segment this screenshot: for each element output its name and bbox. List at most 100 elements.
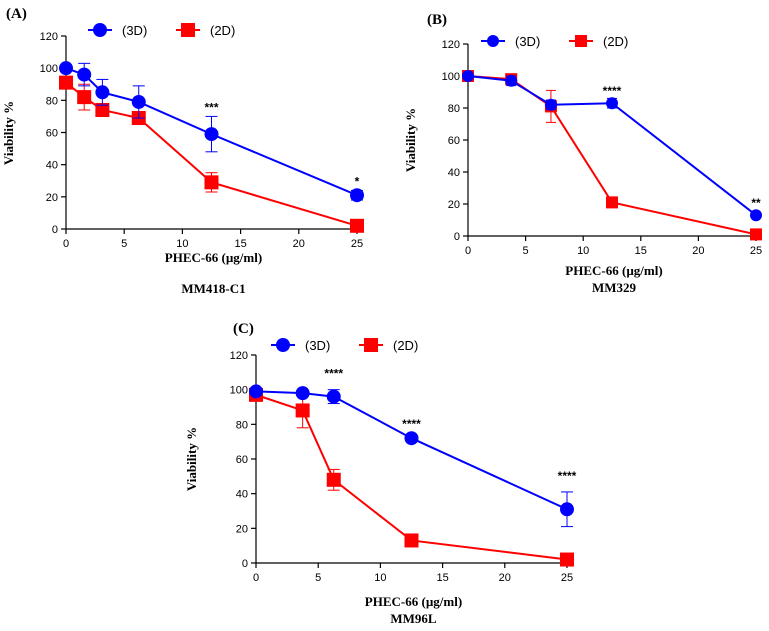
significance-label: **** [558, 469, 577, 483]
chart-title: MM418-C1 [181, 281, 245, 296]
y-tick-label: 80 [46, 95, 58, 107]
x-tick-label: 0 [63, 238, 69, 250]
significance-label: * [355, 175, 360, 189]
legend-marker [487, 35, 499, 47]
data-point [204, 127, 219, 142]
data-point [606, 196, 618, 209]
y-tick-label: 20 [236, 523, 248, 535]
chart-title: MM329 [592, 280, 637, 295]
y-tick-label: 0 [242, 558, 248, 570]
data-point [462, 70, 474, 82]
legend-marker [575, 35, 587, 47]
data-point [350, 218, 364, 233]
data-point [560, 502, 574, 517]
data-point [404, 533, 419, 548]
data-point [295, 386, 310, 401]
data-point [350, 188, 364, 203]
legend-marker [93, 23, 107, 37]
y-tick-label: 0 [52, 224, 58, 236]
data-point [204, 175, 219, 190]
data-point [131, 94, 146, 109]
x-axis-title: PHEC-66 (µg/ml) [565, 263, 662, 278]
x-tick-label: 5 [523, 245, 529, 257]
x-tick-label: 25 [351, 238, 363, 250]
legend-label: (3D) [305, 338, 330, 353]
legend-marker [364, 338, 378, 352]
y-axis-title: Viability % [1, 101, 16, 165]
significance-label: **** [402, 417, 421, 431]
panel-label: (A) [6, 6, 27, 22]
y-tick-label: 100 [230, 385, 248, 397]
data-point [295, 403, 310, 418]
y-tick-label: 40 [46, 160, 58, 172]
y-tick-label: 20 [448, 199, 460, 211]
y-tick-label: 120 [230, 350, 248, 362]
x-tick-label: 5 [121, 238, 127, 250]
data-point [560, 552, 574, 567]
y-tick-label: 0 [454, 231, 460, 243]
chart-title: MM96L [390, 611, 437, 626]
x-tick-label: 15 [436, 572, 448, 584]
legend-label: (3D) [515, 34, 540, 49]
significance-label: **** [324, 367, 343, 381]
y-axis-title: Viability % [403, 108, 418, 172]
legend-label: (3D) [122, 23, 147, 38]
data-point [95, 85, 110, 100]
significance-label: *** [204, 101, 218, 115]
y-tick-label: 100 [442, 71, 460, 83]
data-point [326, 389, 341, 404]
x-tick-label: 0 [253, 572, 259, 584]
x-tick-label: 25 [750, 245, 762, 257]
x-axis-title: PHEC-66 (µg/ml) [165, 250, 262, 265]
y-tick-label: 60 [236, 454, 248, 466]
data-point [249, 384, 263, 399]
y-tick-label: 120 [442, 39, 460, 51]
x-tick-label: 20 [692, 245, 704, 257]
data-point [326, 472, 341, 487]
panel-label: (B) [427, 12, 447, 28]
y-tick-label: 40 [236, 489, 248, 501]
chart-panel-c: 0 5 10 15 20 25 0 20 40 60 80 100 120 PHEC-66 (µg/ml)… [184, 321, 577, 626]
data-point [750, 209, 762, 222]
x-tick-label: 0 [465, 245, 471, 257]
data-point [77, 67, 92, 82]
data-point [750, 228, 762, 241]
data-point [544, 98, 557, 111]
x-tick-label: 10 [176, 238, 188, 250]
x-tick-label: 15 [635, 245, 647, 257]
x-tick-label: 10 [374, 572, 386, 584]
y-tick-label: 80 [448, 103, 460, 115]
data-point [404, 431, 419, 446]
legend-marker [276, 338, 290, 352]
y-tick-label: 20 [46, 192, 58, 204]
y-tick-label: 40 [448, 167, 460, 179]
x-tick-label: 20 [293, 238, 305, 250]
x-tick-label: 25 [561, 572, 573, 584]
x-tick-label: 15 [234, 238, 246, 250]
y-tick-label: 60 [448, 135, 460, 147]
chart-panel-b: 0 5 10 15 20 25 0 20 40 60 80 100 120 PHEC-66 (µg/ml)… [403, 12, 762, 295]
y-tick-label: 60 [46, 128, 58, 140]
data-point [95, 102, 110, 117]
y-tick-label: 80 [236, 419, 248, 431]
data-point [606, 97, 618, 110]
x-tick-label: 10 [577, 245, 589, 257]
significance-label: ** [751, 196, 761, 210]
legend-label: (2D) [210, 23, 235, 38]
data-point [59, 61, 73, 76]
legend-label: (2D) [603, 34, 628, 49]
panel-label: (C) [233, 321, 254, 337]
data-point [505, 74, 518, 87]
data-point [59, 75, 73, 90]
x-tick-label: 5 [315, 572, 321, 584]
data-point [77, 90, 92, 105]
legend-label: (2D) [393, 338, 418, 353]
chart-panel-a: 0 5 10 15 20 25 0 20 40 60 80 100 120 PHEC-66 (µg/ml)… [1, 6, 364, 296]
x-tick-label: 20 [499, 572, 511, 584]
y-tick-label: 120 [40, 31, 58, 43]
legend-marker [181, 23, 195, 37]
y-axis-title: Viability % [184, 427, 199, 491]
x-axis-title: PHEC-66 (µg/ml) [365, 594, 462, 609]
y-tick-label: 100 [40, 63, 58, 75]
